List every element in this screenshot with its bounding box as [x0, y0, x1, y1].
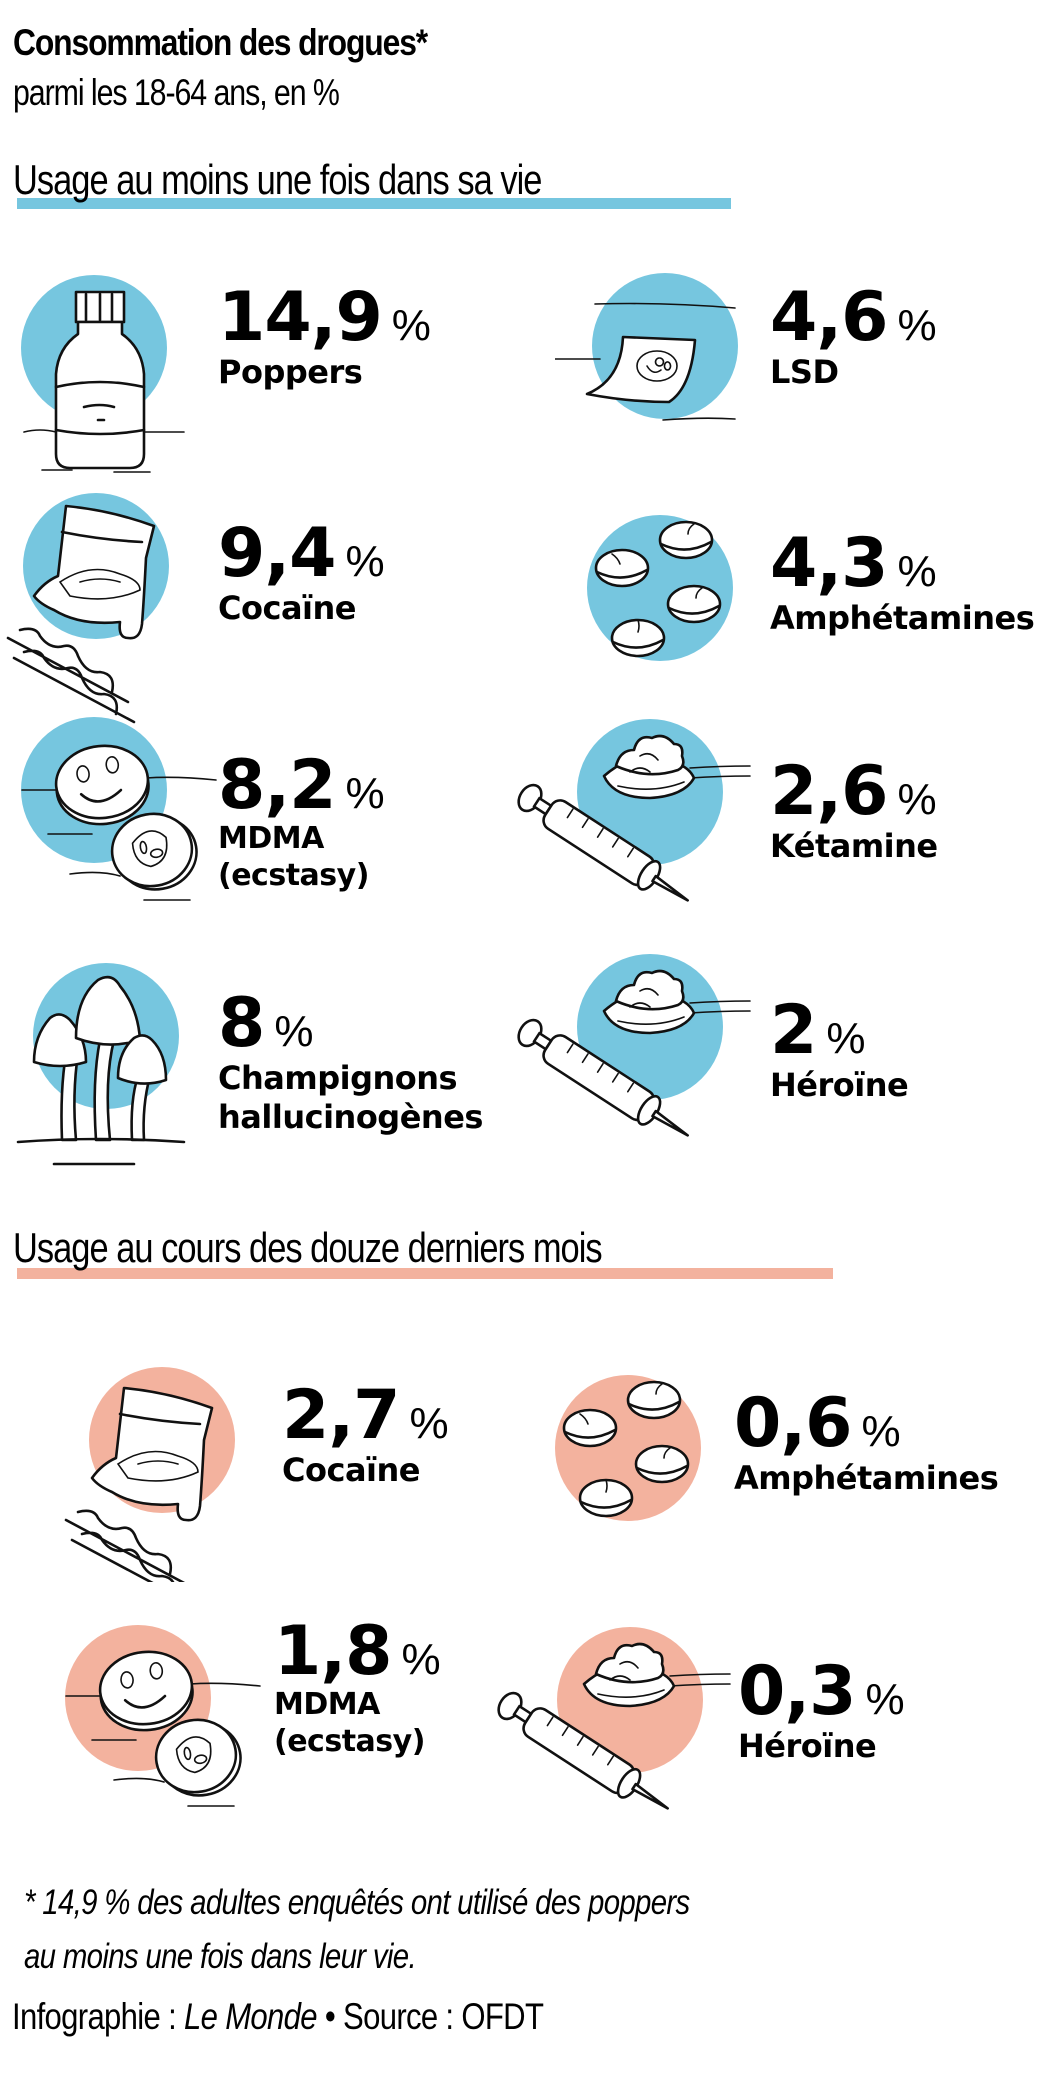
stat-unit: % [274, 1007, 314, 1056]
stat-mdma: 8,2% MDMA (ecstasy) [14, 712, 534, 942]
stat-label-secondary: hallucinogènes [218, 1097, 483, 1136]
stat-label: Amphétamines [770, 599, 1035, 637]
bottle-icon [21, 275, 186, 474]
powder-bag-icon [64, 1367, 235, 1582]
stat-mushrooms: 8% Champignons hallucinogènes [14, 950, 534, 1180]
stat-value: 9,4 [218, 514, 336, 593]
stat-value: 2,7 [282, 1376, 400, 1455]
stat-value: 2 [770, 991, 817, 1070]
section-underline-last12months [17, 1268, 833, 1279]
stat-label-secondary: (ecstasy) [274, 1723, 425, 1759]
pills-icon [555, 1375, 701, 1521]
stat-value: 8,2 [218, 746, 336, 825]
footnote-line-1: * 14,9 % des adultes enquêtés ont utilis… [24, 1883, 690, 1922]
stat-heroin: 2% Héroïne [500, 935, 1020, 1165]
stat-cocaine-12m: 2,7% Cocaïne [12, 1352, 532, 1582]
stat-label: Cocaïne [282, 1451, 420, 1489]
mushrooms-icon [16, 963, 186, 1166]
stat-unit: % [897, 775, 937, 824]
stat-label: Poppers [218, 353, 363, 391]
source-credit: Infographie : Le Monde • Source : OFDT [12, 1996, 544, 2038]
stat-unit: % [865, 1675, 905, 1724]
chart-title: Consommation des drogues* [13, 22, 428, 63]
stat-unit: % [826, 1014, 866, 1063]
section-underline-lifetime [17, 198, 731, 209]
stat-label: Champignons [218, 1059, 458, 1097]
stat-amphetamines-12m: 0,6% Amphétamines [528, 1350, 1048, 1580]
syringe-spoon-icon [491, 1627, 732, 1824]
powder-bag-icon [6, 493, 169, 724]
chart-subtitle: parmi les 18-64 ans, en % [13, 72, 340, 113]
stat-label: Cocaïne [218, 589, 356, 627]
stat-label: Héroïne [738, 1727, 877, 1765]
stat-unit: % [345, 537, 385, 586]
stat-label: Héroïne [770, 1066, 909, 1104]
credit-source: • Source : OFDT [316, 1996, 544, 2037]
pills-icon [587, 515, 733, 661]
stat-label: MDMA [274, 1687, 380, 1722]
stat-unit: % [345, 769, 385, 818]
stat-value: 1,8 [274, 1612, 392, 1691]
stat-unit: % [401, 1635, 441, 1684]
stat-value: 4,3 [770, 524, 888, 603]
syringe-spoon-icon [511, 719, 752, 916]
stat-unit: % [409, 1399, 449, 1448]
stat-mdma-12m: 1,8% MDMA (ecstasy) [58, 1618, 578, 1848]
syringe-spoon-icon [511, 954, 752, 1151]
stat-label: LSD [770, 353, 839, 391]
stat-unit: % [897, 301, 937, 350]
smiley-pills-icon [64, 1625, 262, 1808]
footnote-line-2: au moins une fois dans leur vie. [24, 1937, 417, 1977]
stat-label-secondary: (ecstasy) [218, 857, 369, 893]
stat-value: 4,6 [770, 278, 888, 357]
section-heading-lifetime: Usage au moins une fois dans sa vie [13, 156, 542, 203]
stat-value: 8 [218, 984, 265, 1063]
stat-amphetamines: 4,3% Amphétamines [560, 490, 1051, 720]
stat-value: 2,6 [770, 752, 888, 831]
stat-label: MDMA [218, 821, 324, 856]
stat-unit: % [861, 1407, 901, 1456]
stat-ketamine: 2,6% Kétamine [500, 700, 1020, 930]
stat-unit: % [391, 301, 431, 350]
section-heading-last12months: Usage au cours des douze derniers mois [13, 1224, 603, 1271]
stat-label: Amphétamines [734, 1459, 999, 1497]
stat-label: Kétamine [770, 827, 938, 865]
blotter-icon [555, 273, 738, 422]
footnote: * 14,9 % des adultes enquêtés ont utilis… [24, 1876, 690, 1985]
credit-publisher: Le Monde [184, 1996, 318, 2037]
stat-value: 14,9 [218, 278, 383, 357]
stat-cocaine: 9,4% Cocaïne [4, 470, 524, 724]
stat-poppers: 14,9% Poppers [14, 262, 534, 492]
stat-unit: % [897, 547, 937, 596]
stat-lsd: 4,6% LSD [555, 262, 1051, 492]
credit-prefix: Infographie : [12, 1996, 185, 2037]
stat-heroin-12m: 0,3% Héroïne [480, 1608, 1000, 1838]
stat-value: 0,6 [734, 1384, 852, 1463]
smiley-pills-icon [20, 717, 218, 902]
stat-value: 0,3 [738, 1652, 856, 1731]
